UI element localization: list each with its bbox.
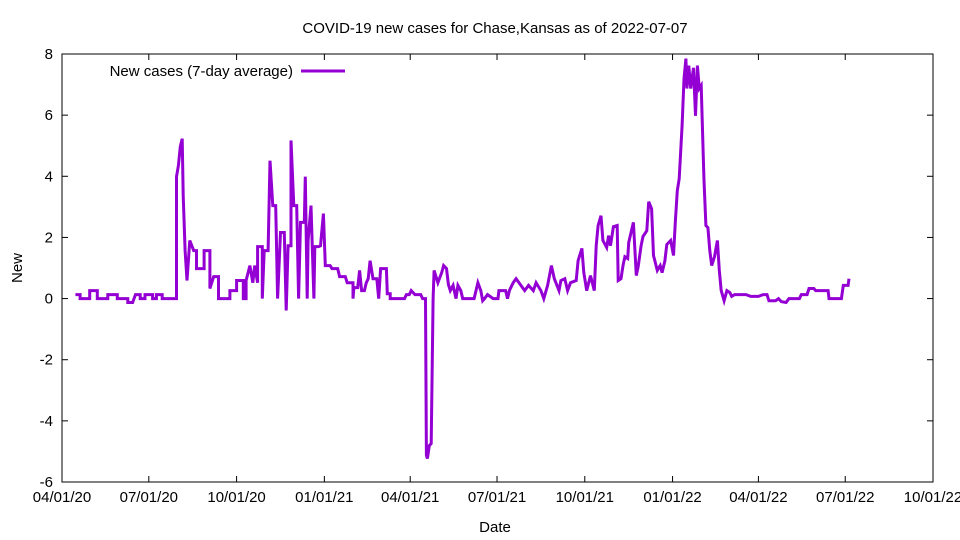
axis-ticks: 04/01/20 07/01/20 10/01/20 01/01/21 04/01/21… [33,46,960,506]
y-tick-label: 2 [45,229,53,246]
x-axis-label: Date [479,519,511,536]
y-tick-label: -2 [40,352,53,369]
x-tick-label: 07/01/21 [468,489,526,506]
plot-frame [61,53,934,483]
y-tick-label: 6 [45,107,53,124]
x-tick-label: 10/01/21 [556,489,614,506]
x-tick-label: 01/01/21 [295,489,353,506]
x-tick-label: 01/01/22 [643,489,701,506]
x-tick-label: 04/01/20 [33,489,91,506]
y-tick-label: -4 [40,413,53,430]
chart-title: COVID-19 new cases for Chase,Kansas as o… [302,20,687,37]
y-tick-label: -6 [40,474,53,491]
y-tick-label: 0 [45,291,53,308]
x-tick-label: 04/01/22 [729,489,787,506]
legend: New cases (7-day average) [110,63,345,80]
x-tick-label: 07/01/22 [816,489,874,506]
series-line-new-cases [75,58,851,459]
x-tick-label: 04/01/21 [381,489,439,506]
y-tick-label: 4 [45,168,53,185]
x-tick-label: 10/01/22 [904,489,960,506]
legend-label: New cases (7-day average) [110,63,293,80]
x-tick-label: 07/01/20 [120,489,178,506]
y-tick-label: 8 [45,46,53,63]
y-axis-label: New [9,253,26,283]
x-tick-label: 10/01/20 [207,489,265,506]
